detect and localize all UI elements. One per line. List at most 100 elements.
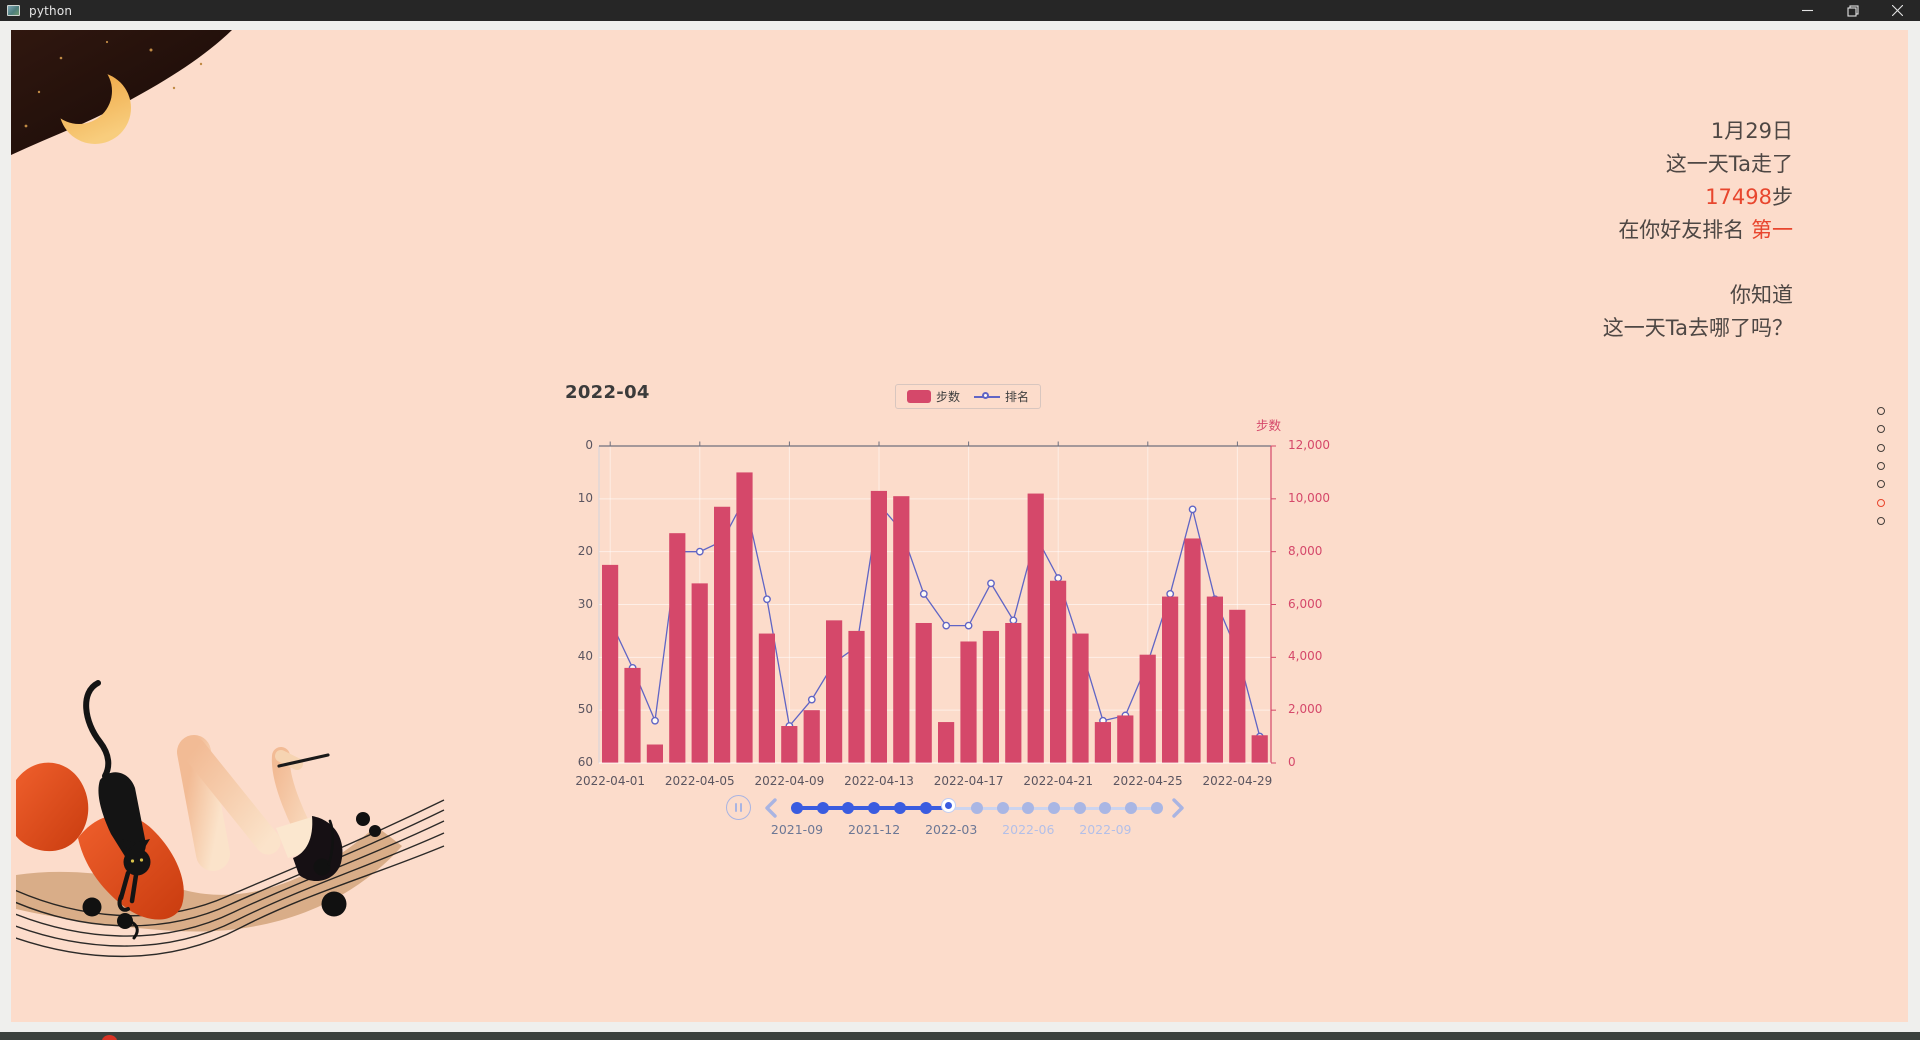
timeline-dot[interactable] xyxy=(1099,802,1112,814)
legend-label: 步数 xyxy=(936,390,961,404)
steps-bar xyxy=(1094,722,1111,763)
blanket-shape xyxy=(16,826,402,932)
app-canvas: 1月29日 这一天Ta走了 17498步 在你好友排名 第一 你知道 这一天Ta去哪了吗？… xyxy=(11,30,1908,1022)
left-axis-tick: 40 xyxy=(577,649,593,664)
timeline-play-button[interactable] xyxy=(726,795,751,820)
x-axis-tick: 2022-04-21 xyxy=(1023,774,1094,788)
legend-item-steps[interactable]: 步数 xyxy=(907,388,960,405)
steps-bar xyxy=(848,630,865,763)
right-axis-tick: 6,000 xyxy=(1288,596,1323,611)
timeline-label: 2022-03 xyxy=(925,822,978,837)
timeline-dot[interactable] xyxy=(1048,802,1060,814)
steps-bar xyxy=(669,533,686,763)
page-dot[interactable] xyxy=(1877,443,1885,452)
titlebar: python xyxy=(0,0,1920,21)
page-dot-active[interactable] xyxy=(1877,498,1885,507)
cat-illustration xyxy=(83,680,151,912)
chart-title: 2022-04 xyxy=(565,382,650,403)
close-button[interactable] xyxy=(1875,0,1920,21)
steps-bar xyxy=(758,633,775,763)
timeline-label: 2022-09 xyxy=(1079,822,1132,837)
x-axis-tick: 2022-04-01 xyxy=(575,774,646,788)
restore-button[interactable] xyxy=(1830,0,1875,21)
timeline-dot[interactable] xyxy=(1125,802,1138,814)
rank-marker xyxy=(807,695,816,704)
timeline-dot[interactable] xyxy=(893,802,906,814)
timeline-prev-arrow[interactable] xyxy=(762,798,780,818)
left-axis-tick: 0 xyxy=(585,438,593,452)
rank-marker xyxy=(942,621,951,630)
timeline-dot-current[interactable] xyxy=(941,798,955,812)
x-axis-tick: 2022-04-13 xyxy=(844,774,914,788)
steps-bar xyxy=(915,622,932,763)
rank-marker xyxy=(695,547,704,556)
steps-bar xyxy=(1184,538,1201,763)
timeline-dot[interactable] xyxy=(1073,802,1086,814)
window-title: python xyxy=(29,3,73,18)
steps-bar xyxy=(1251,735,1268,763)
steps-bar xyxy=(982,630,999,763)
page-dot[interactable] xyxy=(1877,425,1885,434)
page-dot[interactable] xyxy=(1877,480,1885,489)
steps-bar xyxy=(714,506,731,763)
x-axis-tick: 2022-04-25 xyxy=(1112,774,1183,788)
steps-bar xyxy=(1005,622,1022,763)
right-axis-tick: 8,000 xyxy=(1288,543,1323,558)
rank-marker xyxy=(919,590,928,598)
steps-bar xyxy=(893,496,910,763)
timeline-dot[interactable] xyxy=(1022,802,1035,814)
cat-tail xyxy=(83,680,112,779)
page-dot[interactable] xyxy=(1877,407,1885,415)
rank-marker xyxy=(1188,505,1197,514)
page-dot[interactable] xyxy=(1877,516,1885,525)
app-icon xyxy=(7,5,20,16)
music-notes xyxy=(82,812,381,940)
page-dot[interactable] xyxy=(1877,461,1885,470)
timeline-dot[interactable] xyxy=(842,802,855,814)
steps-bar xyxy=(781,726,798,763)
steps-bar xyxy=(1050,580,1067,763)
steps-bar xyxy=(938,722,955,763)
right-axis-tick: 4,000 xyxy=(1288,649,1323,664)
x-axis-tick: 2022-04-29 xyxy=(1202,774,1273,788)
timeline-dot[interactable] xyxy=(919,802,932,814)
x-axis-tick: 2022-04-05 xyxy=(664,774,735,788)
timeline-dot[interactable] xyxy=(791,802,803,814)
timeline-next-arrow[interactable] xyxy=(1169,798,1187,818)
bar-swatch xyxy=(907,390,931,403)
story-line: 17498步 xyxy=(1705,185,1793,209)
reclining-person-illustration xyxy=(16,680,445,958)
timeline-dot[interactable] xyxy=(868,802,881,814)
story-gap xyxy=(1603,247,1793,279)
timeline-dot[interactable] xyxy=(1150,802,1163,814)
minimize-button[interactable] xyxy=(1785,0,1830,21)
steps-bar xyxy=(691,583,708,763)
taskbar-strip[interactable] xyxy=(0,1032,1920,1040)
timeline: 2021-09 2021-12 2022-03 2022-06 2022-09 xyxy=(726,795,1206,847)
right-axis-tick: 10,000 xyxy=(1288,490,1330,505)
plot-area[interactable] xyxy=(594,440,1284,772)
steps-bar xyxy=(1117,715,1134,763)
chart-legend: 步数 排名 xyxy=(895,384,1042,409)
steps-bar xyxy=(870,490,887,763)
steps-bar xyxy=(646,744,663,763)
left-axis-tick: 30 xyxy=(577,596,593,611)
story-line: 1月29日 xyxy=(1710,119,1793,143)
rank-marker xyxy=(763,595,771,604)
story-line: 这一天Ta去哪了吗？ xyxy=(1602,316,1793,340)
timeline-dot[interactable] xyxy=(816,802,829,814)
story-line: 这一天Ta走了 xyxy=(1665,152,1793,176)
steps-bar xyxy=(1139,654,1156,763)
steps-bar xyxy=(960,641,977,763)
rank-marker xyxy=(964,621,973,630)
legend-label: 排名 xyxy=(1005,390,1030,404)
timeline-dot[interactable] xyxy=(970,802,983,814)
steps-bar xyxy=(602,564,619,763)
right-axis-tick: 0 xyxy=(1288,755,1296,769)
timeline-dot[interactable] xyxy=(996,802,1009,814)
legend-item-rank[interactable]: 排名 xyxy=(974,388,1029,405)
timeline-label: 2021-12 xyxy=(847,822,901,837)
story-line: 你知道 xyxy=(1730,283,1793,307)
x-axis-tick: 2022-04-09 xyxy=(754,774,825,788)
music-staff-lines xyxy=(16,799,445,958)
